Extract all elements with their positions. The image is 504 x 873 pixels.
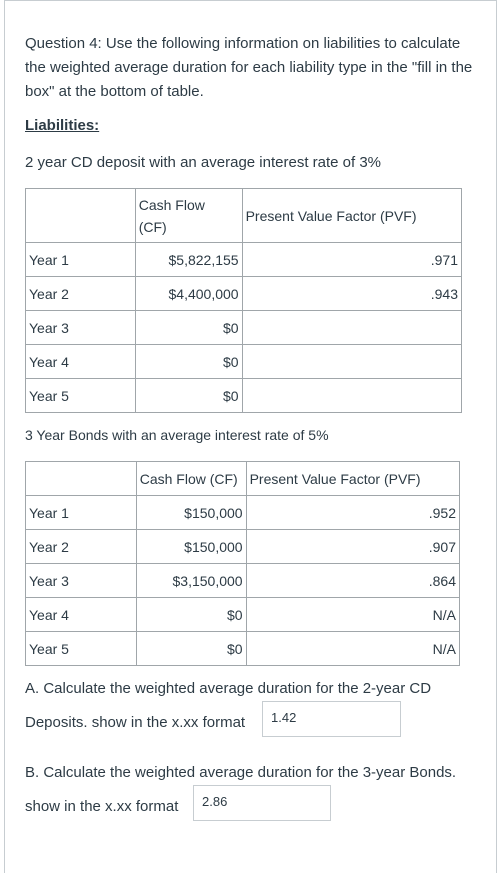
year-cell: Year 4: [25, 344, 136, 379]
year-cell: Year 5: [25, 631, 137, 666]
year-cell: Year 3: [25, 310, 136, 345]
pvf-cell: N/A: [245, 597, 461, 632]
table-row: Year 3 $0: [25, 310, 463, 345]
question-b-line2: show in the x.xx format: [25, 798, 179, 815]
bonds-header-year: [25, 461, 137, 496]
cd-header-pvf: Present Value Factor (PVF): [241, 188, 463, 243]
cd-header-cf-line1: Cash Flow: [138, 196, 205, 213]
cash-flow-cell: $4,400,000: [134, 276, 243, 311]
answer-b-input[interactable]: 2.86: [193, 785, 331, 821]
cash-flow-cell: $0: [134, 344, 243, 379]
pvf-cell: .943: [241, 276, 463, 311]
table-row: Year 1 $5,822,155 .971: [25, 242, 463, 277]
pvf-cell: .952: [245, 495, 461, 530]
table-row: Year 4 $0 N/A: [25, 597, 461, 632]
cash-flow-cell: $0: [134, 310, 243, 345]
question-a-line1: A. Calculate the weighted average durati…: [25, 680, 432, 697]
cd-header-row: Cash Flow (CF) Present Value Factor (PVF…: [25, 188, 463, 243]
cd-header-cf-line2: (CF): [138, 218, 167, 235]
cash-flow-cell: $0: [135, 631, 247, 666]
pvf-cell: [241, 310, 463, 345]
year-cell: Year 4: [25, 597, 137, 632]
pvf-cell: [241, 378, 463, 413]
pvf-cell: .864: [245, 563, 461, 598]
answer-a-input[interactable]: 1.42: [262, 701, 401, 737]
cash-flow-cell: $150,000: [135, 495, 247, 530]
cd-header-year: [25, 188, 136, 243]
table-row: Year 5 $0: [25, 378, 463, 413]
bonds-header-cash-flow: Cash Flow (CF): [135, 461, 247, 496]
cash-flow-cell: $0: [134, 378, 243, 413]
pvf-cell: N/A: [245, 631, 461, 666]
table-row: Year 5 $0 N/A: [25, 631, 461, 666]
question-text: Question 4: Use the following informatio…: [25, 35, 473, 100]
question-a-line2: Deposits. show in the x.xx format: [25, 714, 246, 731]
year-cell: Year 1: [25, 495, 137, 530]
bonds-header-row: Cash Flow (CF) Present Value Factor (PVF…: [25, 461, 461, 496]
question-b-line1: B. Calculate the weighted average durati…: [25, 764, 457, 781]
year-cell: Year 5: [25, 378, 136, 413]
cash-flow-cell: $0: [135, 597, 247, 632]
cash-flow-cell: $150,000: [135, 529, 247, 564]
cd-table: Cash Flow (CF) Present Value Factor (PVF…: [25, 188, 463, 413]
table-row: Year 1 $150,000 .952: [25, 495, 461, 530]
liabilities-heading: Liabilities:: [25, 117, 100, 134]
bonds-table: Cash Flow (CF) Present Value Factor (PVF…: [25, 461, 461, 666]
bonds-section-title: 3 Year Bonds with an average interest ra…: [25, 427, 329, 443]
year-cell: Year 1: [25, 242, 136, 277]
table-row: Year 4 $0: [25, 344, 463, 379]
year-cell: Year 2: [25, 529, 137, 564]
year-cell: Year 2: [25, 276, 136, 311]
pvf-cell: [241, 344, 463, 379]
cash-flow-cell: $5,822,155: [134, 242, 243, 277]
year-cell: Year 3: [25, 563, 137, 598]
question-panel: [4, 0, 497, 873]
table-row: Year 2 $4,400,000 .943: [25, 276, 463, 311]
bonds-header-pvf: Present Value Factor (PVF): [245, 461, 461, 496]
cd-section-title: 2 year CD deposit with an average intere…: [25, 154, 382, 171]
pvf-cell: .971: [241, 242, 463, 277]
cash-flow-cell: $3,150,000: [135, 563, 247, 598]
table-row: Year 3 $3,150,000 .864: [25, 563, 461, 598]
table-row: Year 2 $150,000 .907: [25, 529, 461, 564]
cd-header-cash-flow: Cash Flow (CF): [134, 188, 243, 243]
pvf-cell: .907: [245, 529, 461, 564]
